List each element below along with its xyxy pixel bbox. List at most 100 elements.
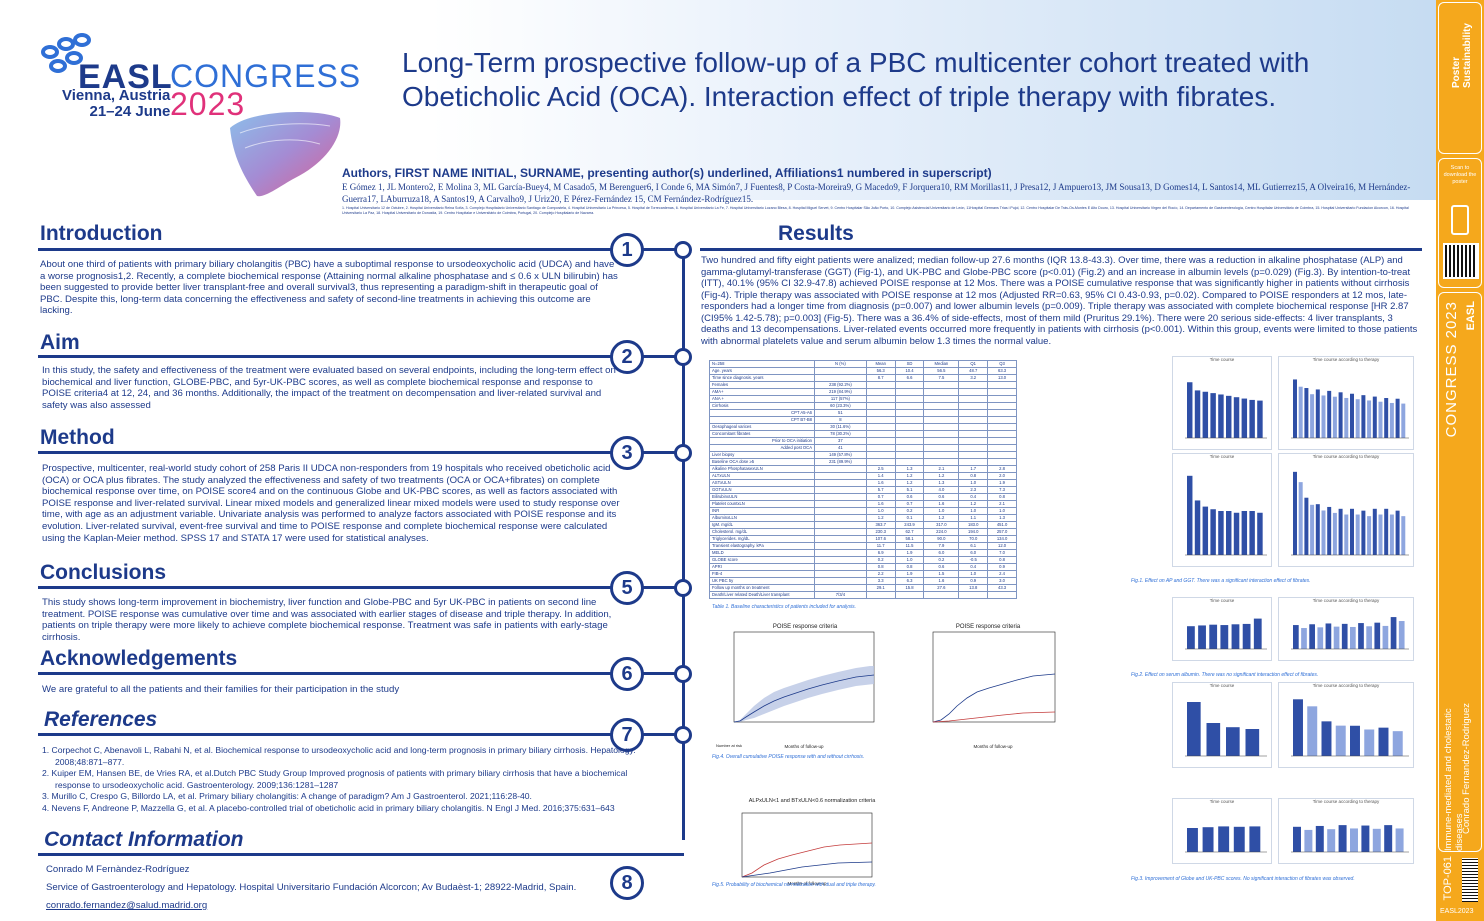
bar-mark <box>1317 627 1324 649</box>
poster-code: TOP-061 <box>1442 856 1454 901</box>
scan-to-download[interactable]: Scan to download the poster <box>1438 158 1482 288</box>
table-cell <box>958 395 989 403</box>
table-cell: Follow up months on treatment <box>709 584 815 592</box>
table-cell <box>894 381 925 389</box>
aim-heading: Aim <box>40 331 80 354</box>
bar-mark <box>1210 393 1216 438</box>
bar-chart-svg <box>1185 826 1267 853</box>
table-caption: Table 1. Baseline characteristics of pat… <box>712 604 857 610</box>
table-cell: 11.5 <box>894 542 925 550</box>
table-cell: Females <box>709 381 815 389</box>
table-cell <box>814 493 867 501</box>
bar-mark <box>1242 623 1251 649</box>
table-cell: 219 (84.9%) <box>814 388 867 396</box>
bar-mark <box>1333 626 1340 649</box>
table-row: IgM. mg/dL 363.7 243.9 317.0 183.0 451.0 <box>709 521 1017 529</box>
bar-mark <box>1374 622 1381 649</box>
table-row: Platelet countxLN 1.6 0.7 1.6 1.2 2.1 <box>709 500 1017 508</box>
table-cell: 1.3 <box>894 465 925 473</box>
bar-mark <box>1209 624 1218 649</box>
table-cell: 56.3 <box>865 367 896 375</box>
table-cell <box>865 381 896 389</box>
fig4-caption: Fig.4. Overall cumulative POISE response… <box>712 754 865 760</box>
table-row: ASTxULN 1.6 1.2 1.3 1.0 1.9 <box>709 479 1017 487</box>
easl-tag: EASL2023 <box>1440 908 1474 915</box>
table-cell <box>814 556 867 564</box>
table-cell: 238 (92.2%) <box>814 381 867 389</box>
table-row: Age. years 56.3 10.4 56.5 48.7 63.3 <box>709 367 1017 375</box>
table-cell <box>814 584 867 592</box>
bar-mark <box>1307 706 1318 756</box>
bar-mark <box>1301 628 1307 649</box>
poster-code-panel: TOP-061 <box>1438 856 1482 906</box>
table-cell: 30 (11.6%) <box>814 423 867 431</box>
node-5 <box>674 579 692 597</box>
bar-mark <box>1390 617 1397 649</box>
table-cell: 1.6 <box>865 479 896 487</box>
contact-email-link[interactable]: conrado.fernandez@salud.madrid.org <box>46 900 208 911</box>
bar-mark <box>1220 625 1229 649</box>
table-cell <box>958 409 989 417</box>
bar-mark <box>1187 382 1193 438</box>
section-number-5: 5 <box>610 571 644 605</box>
table-cell <box>958 416 989 424</box>
figure-panel: Time course <box>1172 682 1272 768</box>
header-band <box>0 0 1436 200</box>
acknowledgements-heading: Acknowledgements <box>40 647 238 670</box>
table-cell: 230.3 <box>865 528 896 536</box>
bar-mark <box>1293 826 1301 852</box>
table-cell: 7/3/4 <box>814 591 867 599</box>
table-cell: 90.0 <box>923 535 960 543</box>
figure-panel: Time course <box>1172 798 1272 864</box>
table-cell: 1.2 <box>923 514 960 522</box>
bar-mark <box>1395 510 1400 555</box>
bar-mark <box>1249 511 1255 555</box>
table-row: AlbuminxLLN 1.2 0.1 1.2 1.1 1.3 <box>709 514 1017 522</box>
table-cell: Concomitant fibrates <box>709 430 815 438</box>
table-cell: N=258 <box>709 360 815 368</box>
table-cell: 0.8 <box>987 556 1017 564</box>
table-cell <box>987 591 1017 599</box>
bar-mark <box>1361 825 1370 852</box>
bar-mark <box>1202 391 1209 438</box>
bar-mark <box>1350 626 1356 649</box>
logo-year: 2023 <box>170 86 246 122</box>
table-cell: UK PBC 5y <box>709 577 815 585</box>
table-cell: ANA + <box>709 395 815 403</box>
panel-title: Time course according to therapy <box>1312 683 1380 688</box>
conclusions-heading: Conclusions <box>40 561 167 584</box>
method-text: Prospective, multicenter, real-world stu… <box>42 463 620 544</box>
table-cell <box>814 528 867 536</box>
table-row: Liver biopsy 149 (57.8%) <box>709 451 1017 459</box>
table-cell: 257.0 <box>987 528 1017 536</box>
table-cell: 6.3 <box>894 577 925 585</box>
bar-mark <box>1206 723 1221 756</box>
section-number-2: 2 <box>610 340 644 374</box>
qr-code-icon[interactable] <box>1443 243 1479 279</box>
right-sidebar: Poster Sustainability Scan to download th… <box>1436 0 1484 921</box>
bar-mark <box>1384 398 1389 438</box>
bar-chart-svg <box>1185 618 1267 650</box>
bar-mark <box>1198 625 1206 649</box>
table-cell <box>814 570 867 578</box>
poster-info-panel: CONGRESS 2023 EASL Immune-mediated and c… <box>1438 292 1482 852</box>
introduction-heading: Introduction <box>40 222 163 245</box>
method-heading: Method <box>40 426 115 449</box>
table-cell: 2.5 <box>865 465 896 473</box>
bar-mark <box>1202 827 1214 852</box>
table-cell: Transient elastography. kPa <box>709 542 815 550</box>
panel-title: Time course according to therapy <box>1312 598 1380 603</box>
bar-mark <box>1309 624 1315 649</box>
table-cell: 0.6 <box>923 563 960 571</box>
reference-item: 3. Murillo C, Crespo G, Billordo LA, et … <box>42 791 532 801</box>
table-cell: 58.1 <box>894 535 925 543</box>
bar-mark <box>1233 397 1240 438</box>
table-cell: 10.4 <box>894 367 925 375</box>
table-cell <box>987 458 1017 466</box>
table-cell <box>865 430 896 438</box>
table-cell: 12.0 <box>987 542 1017 550</box>
phone-icon <box>1451 205 1469 235</box>
table-cell <box>958 388 989 396</box>
table-cell: 2.8 <box>987 465 1017 473</box>
table-cell <box>814 535 867 543</box>
